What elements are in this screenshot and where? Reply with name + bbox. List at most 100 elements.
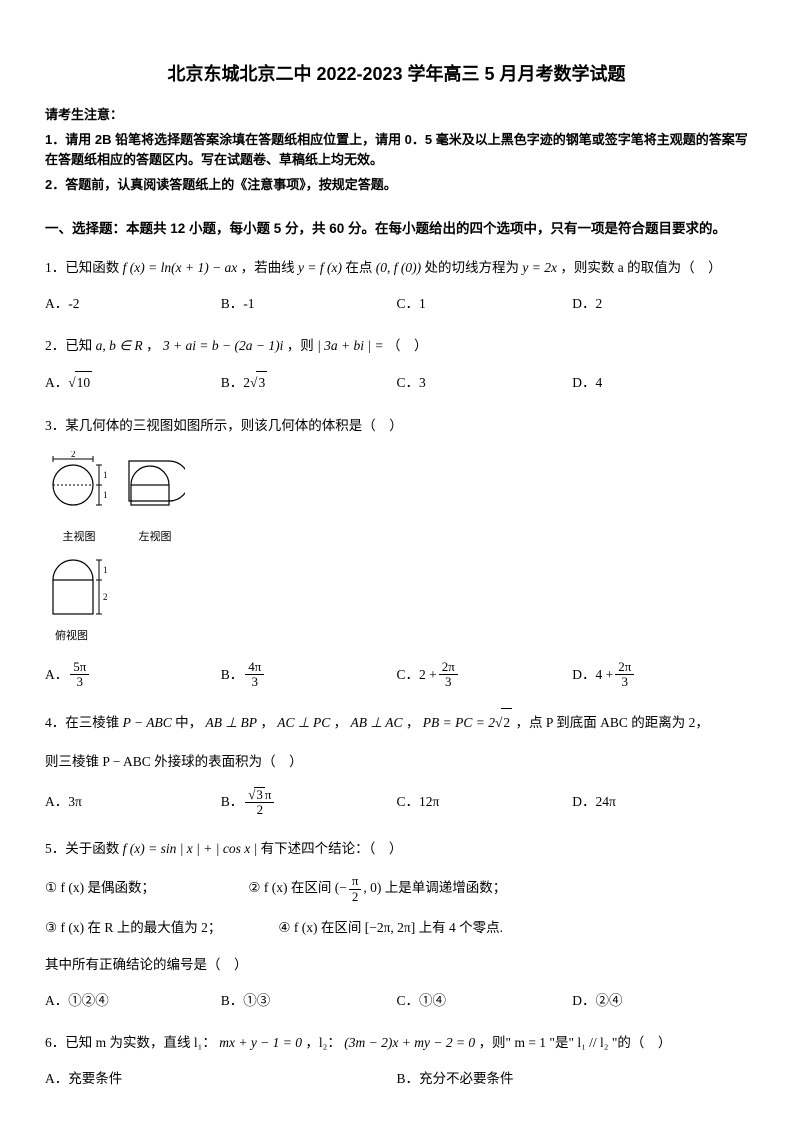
dim-2: 2 — [71, 451, 76, 459]
q2-opt-b: B． 2 3 — [221, 371, 397, 394]
section-1-header: 一、选择题：本题共 12 小题，每小题 5 分，共 60 分。在每小题给出的四个… — [45, 218, 748, 240]
question-4b: 则三棱锥 P − ABC 外接球的表面积为（ ） — [45, 748, 748, 775]
q1-text-d: 处的切线方程为 — [425, 260, 523, 275]
q4-expr5a: PB = PC = 2 — [423, 715, 495, 730]
q3-opt-a-label: A． — [45, 664, 68, 686]
q5-s1: ① f (x) 是偶函数； — [45, 874, 245, 901]
q1-expr2: y = f (x) — [298, 260, 342, 275]
q4-options: A．3π B． 3π2 C．12π D．24π — [45, 787, 748, 818]
question-5: 5．关于函数 f (x) = sin | x | + | cos x | 有下述… — [45, 835, 748, 862]
dim-1b: 1 — [103, 490, 108, 500]
q3-c-num: 2π — [439, 660, 458, 675]
side-view: 左视图 — [125, 451, 185, 547]
side-view-svg — [125, 451, 185, 529]
radical-icon: 3 — [248, 787, 265, 802]
instruction-2: 2．答题前，认真阅读答题纸上的《注意事项》，按规定答题。 — [45, 175, 748, 196]
q3-b-den: 3 — [249, 675, 262, 689]
q5-s2c: 上是单调递增函数； — [381, 880, 506, 895]
q5-opt-b: B．①③ — [221, 990, 397, 1012]
q4-opt-a: A．3π — [45, 787, 221, 818]
q3-figure: 2 1 1 主视图 左视图 — [45, 451, 748, 646]
top-view-label: 俯视图 — [55, 628, 748, 646]
question-3: 3．某几何体的三视图如图所示，则该几何体的体积是（ ） — [45, 412, 748, 439]
q4-text-c: ， — [260, 715, 274, 730]
question-1: 1．已知函数 f (x) = ln(x + 1) − ax ，若曲线 y = f… — [45, 254, 748, 281]
radical-icon: 2 — [495, 715, 512, 730]
q4-opt-c: C．12π — [397, 787, 573, 818]
q2-opt-a-label: A． — [45, 372, 68, 394]
radical-icon: 3 — [250, 371, 267, 394]
q3-options: A． 5π3 B． 4π3 C． 2 + 2π3 D． 4 + 2π3 — [45, 660, 748, 690]
q2-opt-a-val: 10 — [75, 371, 93, 394]
q5-expr1: f (x) = sin | x | + | cos x | — [123, 841, 258, 856]
top-view-svg: 1 2 — [45, 550, 115, 628]
q6-opt-b: B．充分不必要条件 — [397, 1068, 749, 1090]
q3-opt-d: D． 4 + 2π3 — [572, 660, 748, 690]
q1-text-a: 1．已知函数 — [45, 260, 123, 275]
q3-d-pre: 4 + — [596, 664, 614, 686]
q3-opt-b: B． 4π3 — [221, 660, 397, 690]
q3-c-den: 3 — [442, 675, 455, 689]
q4-text-a: 4．在三棱锥 — [45, 715, 123, 730]
q5-opt-a: A．①②④ — [45, 990, 221, 1012]
q5-s4: ④ f (x) 在区间 [−2π, 2π] 上有 4 个零点. — [278, 920, 503, 935]
top-view: 1 2 俯视图 — [45, 550, 748, 646]
radical-icon: 10 — [68, 371, 92, 394]
question-4: 4．在三棱锥 P − ABC 中， AB ⊥ BP ， AC ⊥ PC ， AB… — [45, 708, 748, 736]
q2-expr2: 3 + ai = b − (2a − 1)i — [163, 338, 283, 353]
q5-statements-3-4: ③ f (x) 在 R 上的最大值为 2； ④ f (x) 在区间 [−2π, … — [45, 914, 748, 941]
q2-text-b: ， — [146, 338, 160, 353]
q2-text-d: （ ） — [387, 338, 428, 353]
q3-b-num: 4π — [245, 660, 264, 675]
q2-opt-a: A． 10 — [45, 371, 221, 394]
q3-opt-d-label: D． — [572, 664, 595, 686]
q6-expr1: mx + y − 1 = 0 — [219, 1035, 302, 1050]
q1-opt-b: B．-1 — [221, 293, 397, 315]
q2-expr3: | 3a + bi | = — [317, 338, 384, 353]
q6-options: A．充要条件 B．充分不必要条件 — [45, 1068, 748, 1090]
q1-text-b: ，若曲线 — [241, 260, 298, 275]
q4-b-label: B． — [221, 791, 244, 813]
q4-b-den: 2 — [254, 803, 267, 817]
q5-options: A．①②④ B．①③ C．①④ D．②④ — [45, 990, 748, 1012]
q1-opt-d: D．2 — [572, 293, 748, 315]
q1-text-c: 在点 — [345, 260, 375, 275]
q4-expr5b: 2 — [501, 708, 512, 736]
q3-opt-b-label: B． — [221, 664, 244, 686]
q2-opt-d: D．4 — [572, 371, 748, 394]
q3-d-den: 3 — [619, 675, 632, 689]
q3-opt-c: C． 2 + 2π3 — [397, 660, 573, 690]
q5-opt-d: D．②④ — [572, 990, 748, 1012]
front-view: 2 1 1 主视图 — [45, 451, 113, 547]
q4-text-b: 中， — [175, 715, 202, 730]
q4-expr1: P − ABC — [123, 715, 172, 730]
q3-c-pre: 2 + — [419, 664, 437, 686]
q2-opt-b-label: B． — [221, 372, 244, 394]
q2-text-a: 2．已知 — [45, 338, 96, 353]
front-view-svg: 2 1 1 — [45, 451, 113, 529]
q5-s3: ③ f (x) 在 R 上的最大值为 2； — [45, 914, 275, 941]
side-view-label: 左视图 — [125, 529, 185, 547]
q1-opt-c: C．1 — [397, 293, 573, 315]
q1-expr3: (0, f (0)) — [376, 260, 421, 275]
q2-expr1: a, b ∈ R — [96, 338, 143, 353]
q5-s2b-num: π — [349, 874, 362, 889]
q3-opt-c-label: C． — [397, 664, 420, 686]
question-2: 2．已知 a, b ∈ R ， 3 + ai = b − (2a − 1)i ，… — [45, 332, 748, 359]
q5-conclude: 其中所有正确结论的编号是（ ） — [45, 951, 748, 978]
q2-text-c: ，则 — [287, 338, 317, 353]
q4-opt-d: D．24π — [572, 787, 748, 818]
q4-expr3: AC ⊥ PC — [277, 715, 330, 730]
front-view-label: 主视图 — [45, 529, 113, 547]
q4-expr4: AB ⊥ AC — [351, 715, 403, 730]
q1-options: A．-2 B．-1 C．1 D．2 — [45, 293, 748, 315]
instructions-heading: 请考生注意： — [45, 105, 748, 126]
q4-opt-b: B． 3π2 — [221, 787, 397, 818]
q3-d-num: 2π — [615, 660, 634, 675]
dim-1a: 1 — [103, 470, 108, 480]
q3-a-num: 5π — [70, 660, 89, 675]
q1-expr4: y = 2x — [522, 260, 557, 275]
q1-text-e: ，则实数 a 的取值为（ ） — [560, 260, 721, 275]
q6-text-c: ，则" m = 1 "是" l₁ // l₂ "的（ ） — [479, 1035, 672, 1050]
q6-text-a: 6．已知 m 为实数，直线 l₁： — [45, 1035, 216, 1050]
